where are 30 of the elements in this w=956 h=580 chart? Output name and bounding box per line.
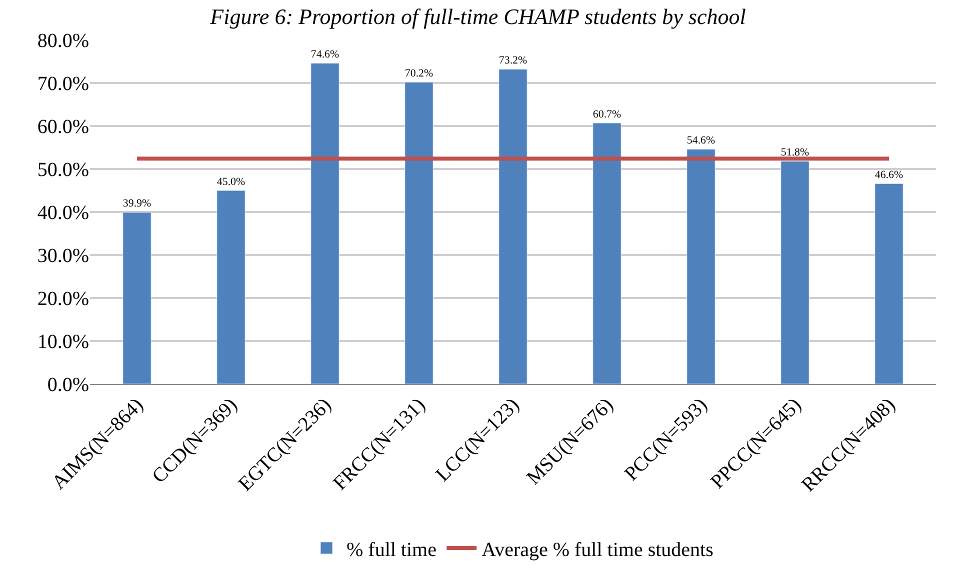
bar	[498, 68, 528, 384]
y-tick-label: 70.0%	[37, 73, 89, 95]
bar	[216, 190, 246, 384]
bar	[686, 148, 716, 384]
bar	[592, 122, 622, 384]
y-tick-label: 30.0%	[37, 245, 89, 267]
data-label: 70.2%	[404, 67, 434, 80]
data-label: 60.7%	[592, 108, 622, 120]
data-label: 51.8%	[780, 146, 810, 159]
data-label: 39.9%	[122, 198, 152, 210]
data-label: 54.6%	[686, 134, 716, 146]
y-tick-label: 20.0%	[37, 288, 89, 310]
y-tick-label: 40.0%	[37, 202, 89, 224]
chart-title: Figure 6: Proportion of full-time CHAMP students by school	[209, 4, 746, 30]
y-tick-label: 10.0%	[37, 331, 89, 353]
bar	[404, 82, 434, 384]
legend-label: % full time	[346, 538, 437, 561]
bar	[874, 183, 904, 384]
bar	[122, 212, 152, 384]
y-tick-label: 50.0%	[37, 159, 89, 181]
data-label: 73.2%	[498, 54, 528, 67]
y-tick-label: 60.0%	[37, 116, 89, 138]
y-tick-label: 0.0%	[47, 374, 89, 396]
data-label: 45.0%	[216, 176, 246, 188]
bar	[780, 161, 810, 384]
y-tick-label: 80.0%	[37, 30, 89, 52]
legend-label: Average % full time students	[482, 538, 714, 561]
data-label: 46.6%	[874, 168, 904, 181]
data-label: 74.6%	[310, 48, 340, 60]
bar	[310, 62, 340, 384]
